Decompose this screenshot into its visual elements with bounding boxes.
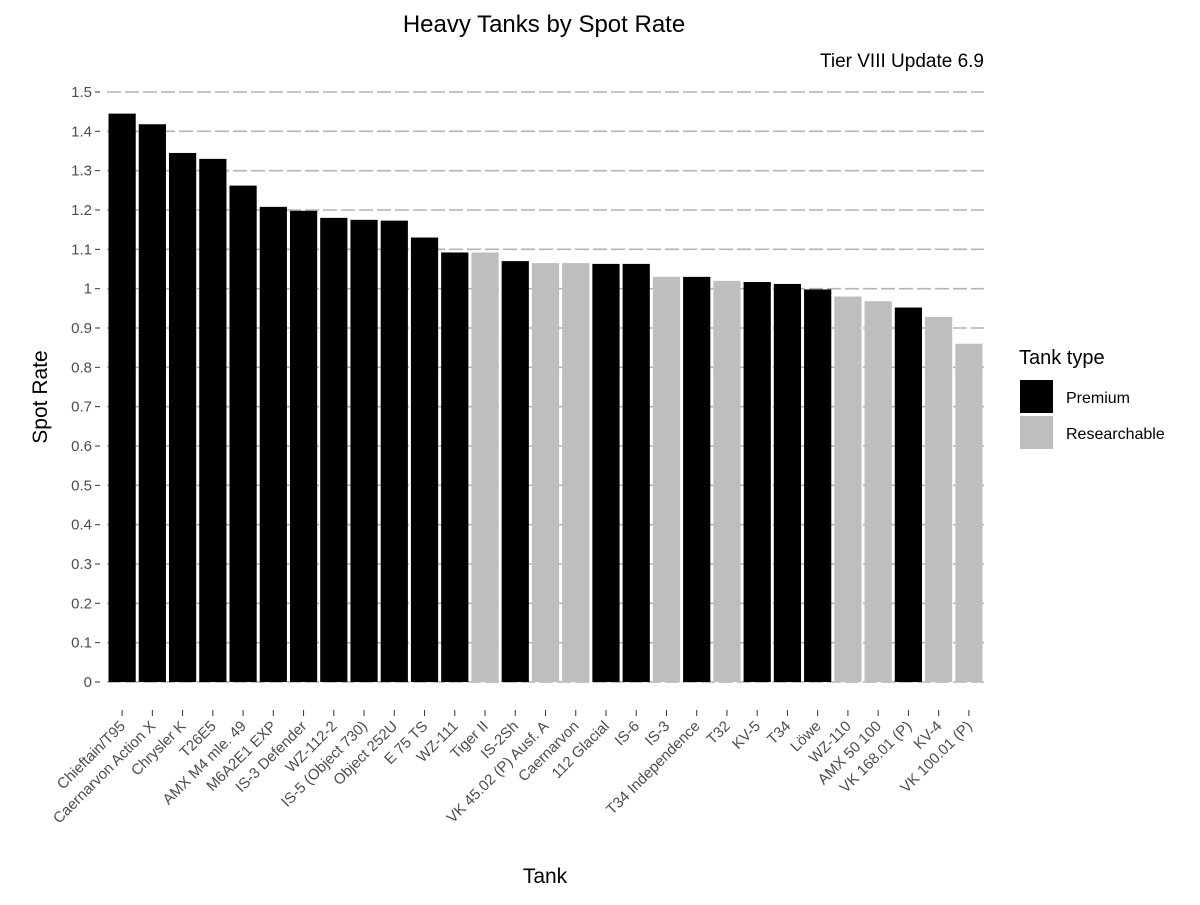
x-axis-title: Tank xyxy=(523,865,568,888)
x-tick-label: IS-6 xyxy=(612,718,643,749)
bar xyxy=(864,301,892,682)
bar xyxy=(955,343,983,682)
y-tick-label: 0.8 xyxy=(71,359,92,376)
bar xyxy=(501,261,529,682)
legend-key xyxy=(1020,380,1053,413)
y-tick-label: 0.9 xyxy=(71,320,92,337)
bar xyxy=(441,252,469,683)
bar xyxy=(289,210,318,682)
bar xyxy=(320,217,348,682)
bar xyxy=(562,263,590,682)
bar xyxy=(229,185,257,682)
bar xyxy=(773,283,802,682)
y-tick-label: 0.6 xyxy=(71,438,92,455)
bar xyxy=(199,158,227,682)
y-tick-label: 0.3 xyxy=(71,556,92,573)
y-tick-label: 1 xyxy=(84,281,92,298)
legend-key xyxy=(1020,416,1053,449)
legend-label: Researchable xyxy=(1066,426,1165,443)
bar xyxy=(652,276,681,682)
bar xyxy=(592,263,620,682)
bar xyxy=(683,276,711,682)
bar xyxy=(531,263,560,682)
y-tick-label: 0.5 xyxy=(71,477,92,494)
chart-subtitle: Tier VIII Update 6.9 xyxy=(820,51,984,72)
bar xyxy=(350,219,378,683)
y-tick-label: 1.2 xyxy=(71,202,92,219)
chart-title: Heavy Tanks by Spot Rate xyxy=(403,11,685,38)
y-tick-label: 1.4 xyxy=(71,123,92,140)
bar xyxy=(259,206,287,682)
bar xyxy=(471,252,499,683)
y-tick-label: 0.1 xyxy=(71,635,92,652)
x-tick-label: KV-5 xyxy=(729,718,764,753)
bar xyxy=(622,263,650,682)
y-tick-label: 1.3 xyxy=(71,163,92,180)
bar xyxy=(894,307,923,682)
bar xyxy=(925,316,953,682)
y-tick-label: 0.2 xyxy=(71,595,92,612)
legend-label: Premium xyxy=(1066,390,1130,407)
bar xyxy=(743,281,771,682)
bar xyxy=(834,296,862,682)
y-axis-title: Spot Rate xyxy=(29,350,52,443)
bars xyxy=(108,113,983,683)
bar xyxy=(410,237,439,683)
y-tick-label: 0.7 xyxy=(71,399,92,416)
legend-title: Tank type xyxy=(1019,347,1105,369)
bar xyxy=(108,113,136,683)
y-tick-label: 1.5 xyxy=(71,84,92,101)
y-tick-label: 1.1 xyxy=(71,241,92,258)
y-tick-label: 0.4 xyxy=(71,517,92,534)
bar xyxy=(380,220,408,682)
y-axis: 0 0.1 0.2 0.3 0.4 0.5 0.6 0.7 0.8 0.9 1 1.1 1.2 1.3 1.… xyxy=(71,84,100,691)
bar xyxy=(168,152,197,682)
bar xyxy=(713,280,741,682)
bar xyxy=(804,289,832,682)
bar xyxy=(138,124,166,682)
y-tick-label: 0 xyxy=(84,674,92,691)
legend: Tank type Premium Researchable xyxy=(1019,347,1165,449)
x-tick-label: T32 xyxy=(703,718,733,748)
